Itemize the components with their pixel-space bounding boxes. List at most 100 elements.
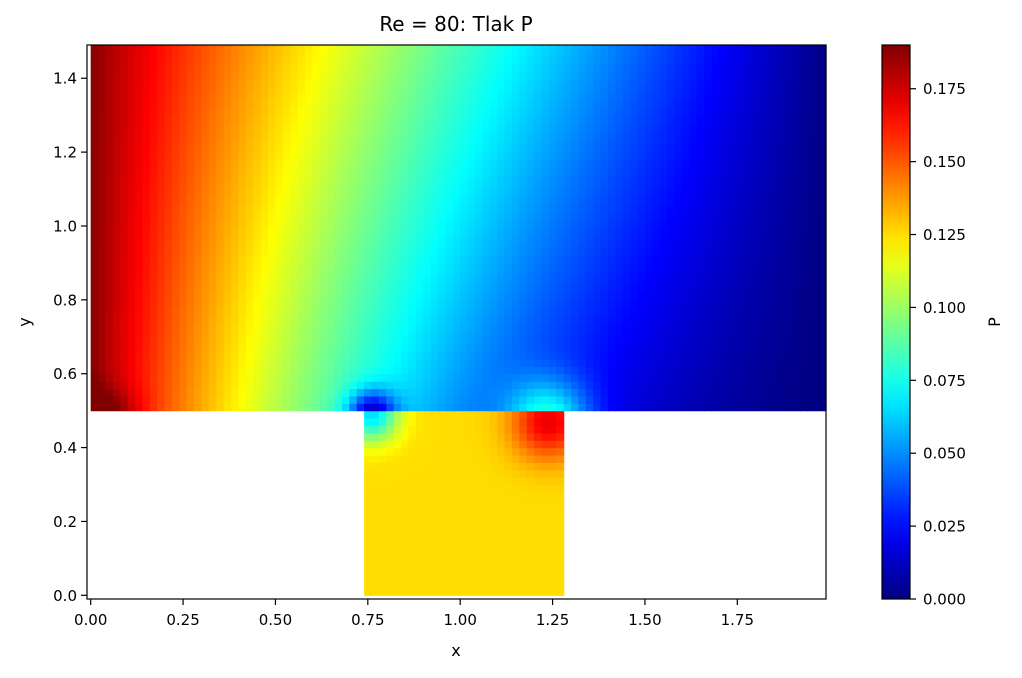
heatmap-cell [474, 45, 483, 50]
heatmap-cell [305, 45, 313, 50]
heatmap-cell [659, 329, 668, 338]
heatmap-cell [504, 469, 513, 478]
heatmap-cell [186, 225, 195, 234]
heatmap-cell [467, 45, 476, 50]
heatmap-cell [460, 447, 469, 456]
heatmap-cell [349, 262, 358, 271]
heatmap-cell [467, 366, 476, 375]
heatmap-cell [452, 270, 461, 279]
heatmap-cell [201, 262, 210, 271]
heatmap-cell [179, 395, 188, 404]
heatmap-cell [474, 63, 483, 72]
heatmap-cell [208, 144, 217, 153]
heatmap-cell [238, 403, 247, 412]
heatmap-cell [482, 166, 491, 175]
heatmap-cell [548, 174, 557, 183]
heatmap-cell [593, 277, 602, 286]
heatmap-cell [290, 248, 299, 257]
heatmap-cell [341, 181, 350, 190]
heatmap-cell [268, 144, 277, 153]
heatmap-cell [401, 129, 410, 138]
heatmap-cell [726, 277, 735, 286]
heatmap-cell [157, 181, 166, 190]
heatmap-cell [674, 233, 683, 242]
heatmap-cell [364, 381, 373, 390]
heatmap-cell [127, 299, 136, 308]
heatmap-cell [563, 218, 572, 227]
heatmap-cell [608, 45, 616, 50]
heatmap-cell [164, 107, 173, 116]
heatmap-cell [275, 129, 284, 138]
heatmap-cell [674, 85, 683, 94]
heatmap-cell [423, 528, 432, 537]
heatmap-cell [600, 248, 609, 257]
heatmap-cell [608, 292, 616, 301]
heatmap-cell [90, 277, 99, 286]
heatmap-cell [659, 166, 668, 175]
heatmap-cell [541, 587, 550, 596]
heatmap-cell [504, 240, 513, 249]
heatmap-cell [482, 292, 491, 301]
heatmap-cell [474, 189, 483, 198]
heatmap-cell [305, 344, 313, 353]
heatmap-cell [393, 262, 402, 271]
heatmap-cell [615, 285, 624, 294]
heatmap-cell [548, 107, 557, 116]
heatmap-cell [319, 403, 328, 412]
heatmap-cell [386, 56, 395, 65]
heatmap-cell [171, 329, 180, 338]
heatmap-cell [386, 558, 395, 567]
heatmap-cell [704, 322, 713, 330]
heatmap-cell [548, 189, 557, 198]
heatmap-cell [511, 329, 520, 338]
heatmap-cell [105, 70, 114, 79]
heatmap-cell [534, 558, 543, 567]
heatmap-cell [393, 381, 402, 390]
heatmap-cell [415, 225, 424, 234]
heatmap-cell [438, 388, 447, 397]
heatmap-cell [430, 233, 439, 242]
heatmap-cell [571, 373, 580, 382]
heatmap-cell [319, 248, 328, 257]
heatmap-cell [563, 358, 572, 367]
heatmap-cell [171, 344, 180, 353]
heatmap-cell [467, 93, 476, 101]
heatmap-cell [334, 78, 343, 87]
heatmap-cell [541, 93, 550, 101]
heatmap-cell [674, 189, 683, 198]
heatmap-cell [371, 506, 380, 515]
heatmap-cell [401, 477, 410, 486]
heatmap-cell [157, 233, 166, 242]
heatmap-cell [127, 100, 136, 109]
heatmap-cell [327, 395, 336, 404]
heatmap-cell [216, 174, 225, 183]
heatmap-cell [578, 56, 587, 65]
heatmap-cell [526, 225, 535, 234]
heatmap-cell [563, 189, 572, 198]
heatmap-cell [386, 181, 395, 190]
heatmap-cell [548, 152, 557, 161]
heatmap-cell [245, 373, 254, 382]
heatmap-cell [474, 70, 483, 79]
heatmap-cell [718, 373, 727, 382]
heatmap-cell [689, 381, 698, 390]
heatmap-cell [98, 174, 107, 183]
heatmap-cell [305, 211, 313, 220]
heatmap-cell [238, 63, 247, 72]
heatmap-cell [408, 558, 417, 567]
heatmap-cell [511, 418, 520, 427]
heatmap-cell [216, 203, 225, 212]
heatmap-cell [356, 56, 365, 65]
heatmap-cell [659, 225, 668, 234]
heatmap-cell [689, 403, 698, 412]
heatmap-cell [290, 45, 299, 50]
heatmap-cell [548, 587, 557, 596]
heatmap-cell [386, 587, 395, 596]
heatmap-cell [711, 351, 720, 360]
heatmap-cell [497, 418, 506, 427]
heatmap-cell [238, 78, 247, 87]
heatmap-cell [489, 115, 498, 124]
heatmap-cell [622, 166, 631, 175]
heatmap-cell [157, 299, 166, 308]
heatmap-cell [548, 336, 557, 345]
